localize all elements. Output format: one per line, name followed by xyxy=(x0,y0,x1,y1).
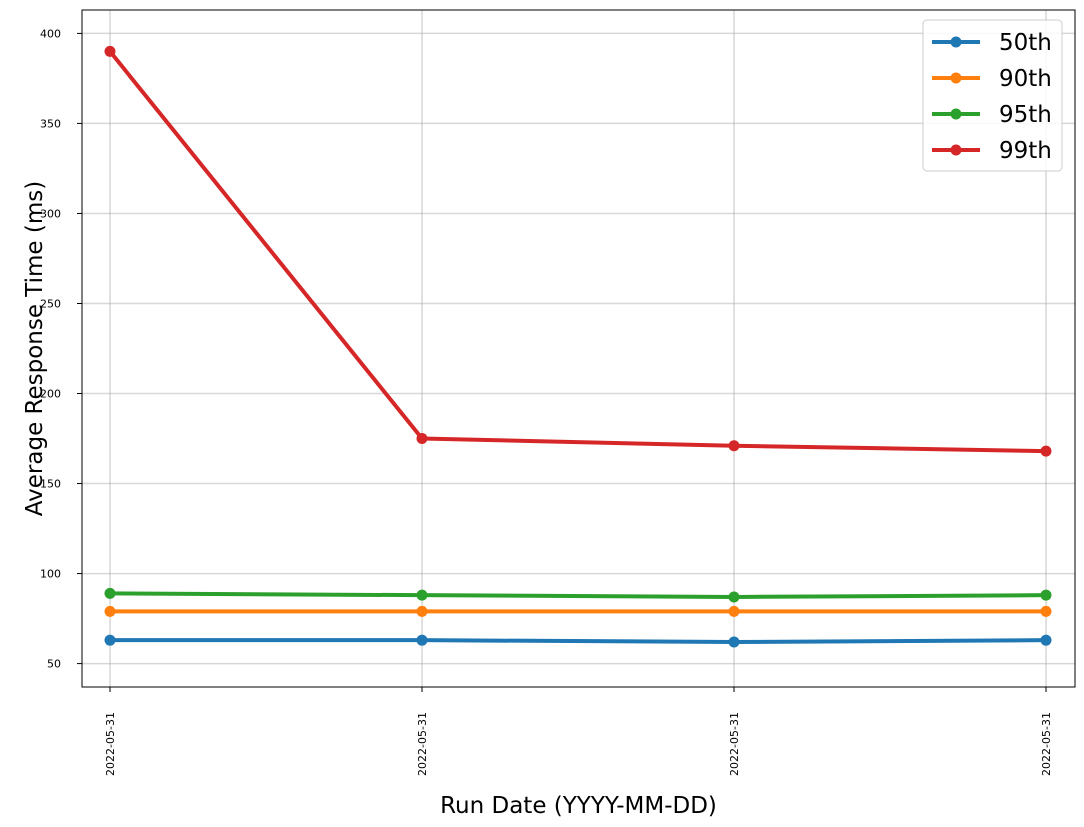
data-point-99th xyxy=(104,45,116,57)
series-line-99th xyxy=(108,49,1048,454)
series-layer xyxy=(104,45,1052,648)
series-99th xyxy=(104,45,1052,457)
series-line-95th xyxy=(108,591,1048,599)
x-tick-label: 2022-05-31 xyxy=(416,712,429,776)
data-point-90th xyxy=(416,605,428,617)
legend-label: 90th xyxy=(999,66,1052,92)
series-90th xyxy=(104,605,1052,617)
data-point-95th xyxy=(1040,589,1052,601)
series-95th xyxy=(104,587,1052,603)
legend-label: 95th xyxy=(999,102,1052,128)
data-point-90th xyxy=(728,605,740,617)
data-point-99th xyxy=(1040,445,1052,457)
y-tick-label: 350 xyxy=(40,117,61,130)
data-point-99th xyxy=(728,440,740,452)
axis-ticks: 50 100 150 200 250 300 350 400 2022-05-31 2022-05… xyxy=(40,27,1053,776)
legend-item-50th: 50th xyxy=(932,30,1052,56)
y-tick-label: 400 xyxy=(40,27,61,40)
x-tick-label: 2022-05-31 xyxy=(728,712,741,776)
y-axis-label: Average Response Time (ms) xyxy=(22,181,48,516)
data-point-90th xyxy=(104,605,116,617)
legend: 50th 90th 95th 99th xyxy=(922,19,1063,172)
data-point-90th xyxy=(1040,605,1052,617)
data-point-50th xyxy=(416,634,428,646)
data-point-99th xyxy=(416,433,428,445)
data-point-95th xyxy=(104,587,116,599)
legend-item-90th: 90th xyxy=(932,66,1052,92)
y-tick-label: 50 xyxy=(47,658,61,671)
data-point-95th xyxy=(416,589,428,601)
y-tick-label: 300 xyxy=(40,207,61,220)
y-tick-label: 200 xyxy=(40,388,61,401)
data-point-50th xyxy=(1040,634,1052,646)
legend-marker xyxy=(950,36,962,48)
plot-frame xyxy=(81,9,1076,688)
y-tick-label: 100 xyxy=(40,568,61,581)
series-line-50th xyxy=(108,638,1048,644)
data-point-50th xyxy=(728,636,740,648)
series-50th xyxy=(104,634,1052,648)
legend-marker xyxy=(950,108,962,120)
legend-item-99th: 99th xyxy=(932,138,1052,164)
data-point-50th xyxy=(104,634,116,646)
x-axis-label: Run Date (YYYY-MM-DD) xyxy=(440,793,717,819)
legend-item-95th: 95th xyxy=(932,102,1052,128)
y-tick-label: 250 xyxy=(40,297,61,310)
legend-marker xyxy=(950,144,962,156)
x-tick-label: 2022-05-31 xyxy=(104,712,117,776)
legend-box xyxy=(922,19,1063,172)
x-tick-label: 2022-05-31 xyxy=(1040,712,1053,776)
legend-label: 50th xyxy=(999,30,1052,56)
data-point-95th xyxy=(728,591,740,603)
y-tick-label: 150 xyxy=(40,478,61,491)
legend-marker xyxy=(950,72,962,84)
legend-label: 99th xyxy=(999,138,1052,164)
